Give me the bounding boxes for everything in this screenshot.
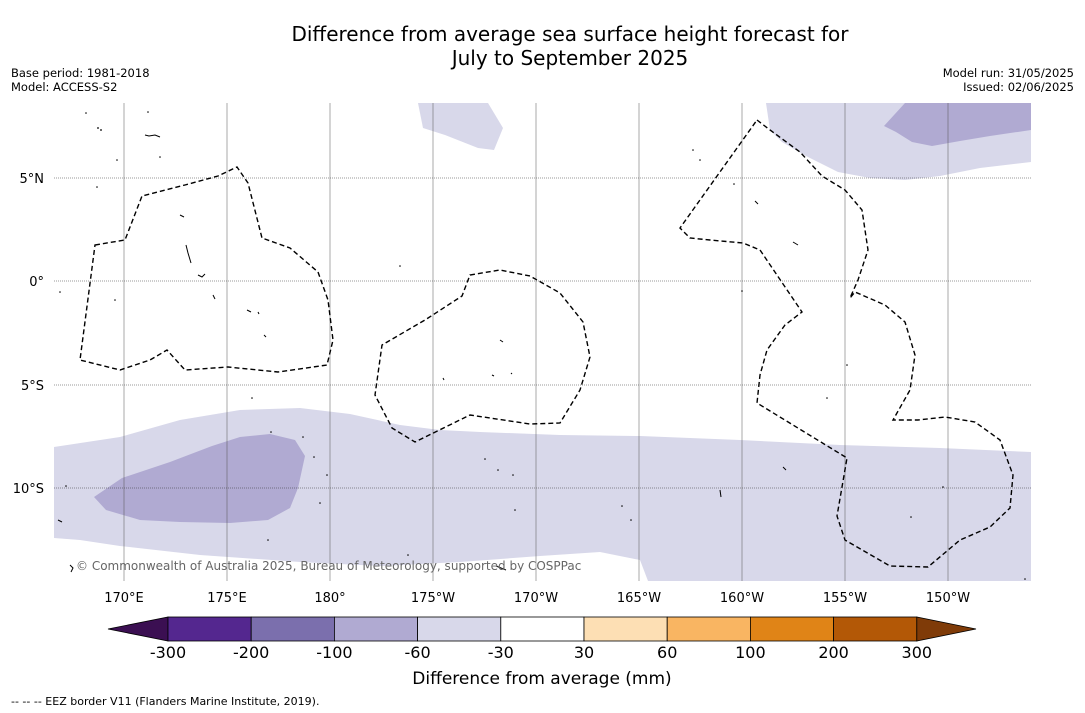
lon-label-155w: 155°W [823, 591, 867, 606]
colorbar-tick-label: -100 [316, 643, 352, 662]
lon-label-150w: 150°W [926, 591, 970, 606]
lat-label-0: 0° [29, 275, 44, 290]
model-name: Model: ACCESS-S2 [11, 80, 118, 94]
lat-label-10s: 10°S [13, 482, 44, 497]
lon-label-170w: 170°W [514, 591, 558, 606]
colorbar-tick-label: 100 [735, 643, 766, 662]
anomaly-region-southwest-strong [94, 434, 305, 523]
map-area [54, 103, 1031, 581]
colorbar-segment [583, 616, 668, 642]
colorbar-tick-label: -300 [150, 643, 186, 662]
lat-label-5s: 5°S [21, 379, 44, 394]
chart-title: Difference from average sea surface heig… [0, 22, 1085, 70]
colorbar-segment [833, 616, 918, 642]
eez-border-phoenix [374, 269, 591, 443]
issued-date: Issued: 02/06/2025 [963, 80, 1074, 94]
colorbar: -300 -200 -100 -60 -30 30 60 100 200 300 [107, 616, 977, 662]
lat-label-5n: 5°N [20, 172, 45, 187]
colorbar-segment [750, 616, 835, 642]
island-dots [59, 111, 1026, 580]
title-line-1: Difference from average sea surface heig… [291, 22, 849, 46]
colorbar-segment [250, 616, 335, 642]
anomaly-region-northeast-strong [884, 103, 1031, 146]
base-period: Base period: 1981-2018 [11, 66, 150, 80]
lon-label-175w: 175°W [411, 591, 455, 606]
title-line-2: July to September 2025 [451, 46, 689, 70]
meridians [123, 103, 949, 581]
lon-label-180: 180° [314, 591, 345, 606]
colorbar-extend-high [916, 616, 977, 642]
meta-left: Base period: 1981-2018 Model: ACCESS-S2 [11, 66, 150, 94]
eez-borders [79, 119, 1014, 568]
eez-border-line-islands [679, 119, 1014, 568]
colorbar-segment [167, 616, 252, 642]
lon-label-175e: 175°E [207, 591, 247, 606]
lon-label-160w: 160°W [720, 591, 764, 606]
lon-label-170e: 170°E [104, 591, 144, 606]
colorbar-tick-label: -60 [405, 643, 431, 662]
colorbar-tick-label: 300 [902, 643, 933, 662]
colorbar-segment [333, 616, 418, 642]
eez-footnote: -- -- -- EEZ border V11 (Flanders Marine… [11, 695, 320, 708]
model-run: Model run: 31/05/2025 [942, 66, 1074, 80]
colorbar-tick-label: -30 [488, 643, 514, 662]
colorbar-tick-label: -200 [233, 643, 269, 662]
lon-label-165w: 165°W [617, 591, 661, 606]
colorbar-tick-label: 60 [657, 643, 677, 662]
islands [57, 134, 799, 573]
gridlines [54, 177, 1031, 489]
colorbar-tick-label: 30 [574, 643, 594, 662]
colorbar-segment [500, 616, 585, 642]
meta-right: Model run: 31/05/2025 Issued: 02/06/2025 [943, 66, 1074, 94]
anomaly-region-north-center [418, 103, 503, 150]
colorbar-segment [417, 616, 502, 642]
colorbar-extend-low [107, 616, 169, 642]
copyright-notice: © Commonwealth of Australia 2025, Bureau… [76, 559, 581, 573]
latitude-labels: 5°N 0° 5°S 10°S [13, 172, 44, 497]
colorbar-title: Difference from average (mm) [412, 669, 671, 689]
colorbar-tick-label: 200 [818, 643, 849, 662]
eez-border-kiribati-gilbert [79, 166, 334, 373]
colorbar-segment [666, 616, 751, 642]
longitude-labels: 170°E 175°E 180° 175°W 170°W 165°W 160°W… [104, 591, 970, 606]
